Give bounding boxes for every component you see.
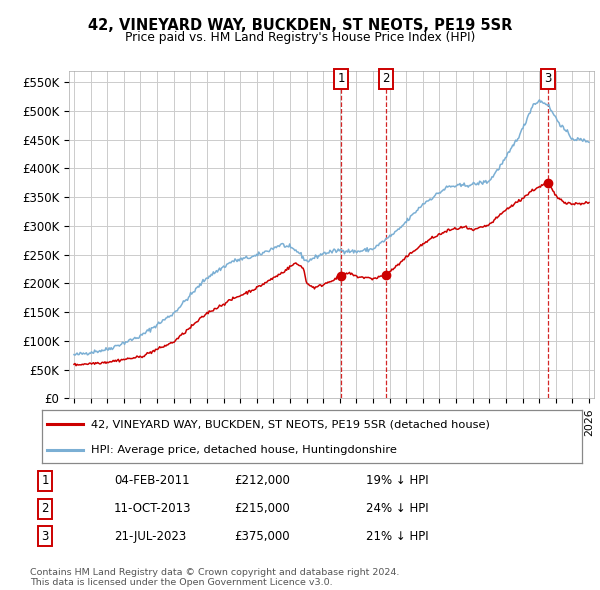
- Text: 42, VINEYARD WAY, BUCKDEN, ST NEOTS, PE19 5SR: 42, VINEYARD WAY, BUCKDEN, ST NEOTS, PE1…: [88, 18, 512, 32]
- Text: 42, VINEYARD WAY, BUCKDEN, ST NEOTS, PE19 5SR (detached house): 42, VINEYARD WAY, BUCKDEN, ST NEOTS, PE1…: [91, 419, 490, 430]
- Text: 19% ↓ HPI: 19% ↓ HPI: [366, 474, 428, 487]
- Text: 1: 1: [338, 73, 345, 86]
- Text: 21-JUL-2023: 21-JUL-2023: [114, 530, 186, 543]
- Text: HPI: Average price, detached house, Huntingdonshire: HPI: Average price, detached house, Hunt…: [91, 445, 397, 455]
- Text: 24% ↓ HPI: 24% ↓ HPI: [366, 502, 428, 515]
- Text: 04-FEB-2011: 04-FEB-2011: [114, 474, 190, 487]
- Text: 11-OCT-2013: 11-OCT-2013: [114, 502, 191, 515]
- Text: 1: 1: [41, 474, 49, 487]
- Text: 21% ↓ HPI: 21% ↓ HPI: [366, 530, 428, 543]
- Text: £212,000: £212,000: [234, 474, 290, 487]
- Text: £375,000: £375,000: [234, 530, 290, 543]
- Text: 3: 3: [545, 73, 552, 86]
- Text: £215,000: £215,000: [234, 502, 290, 515]
- Text: 3: 3: [41, 530, 49, 543]
- Text: Price paid vs. HM Land Registry's House Price Index (HPI): Price paid vs. HM Land Registry's House …: [125, 31, 475, 44]
- Text: 2: 2: [41, 502, 49, 515]
- Text: Contains HM Land Registry data © Crown copyright and database right 2024.
This d: Contains HM Land Registry data © Crown c…: [30, 568, 400, 587]
- Text: 2: 2: [382, 73, 390, 86]
